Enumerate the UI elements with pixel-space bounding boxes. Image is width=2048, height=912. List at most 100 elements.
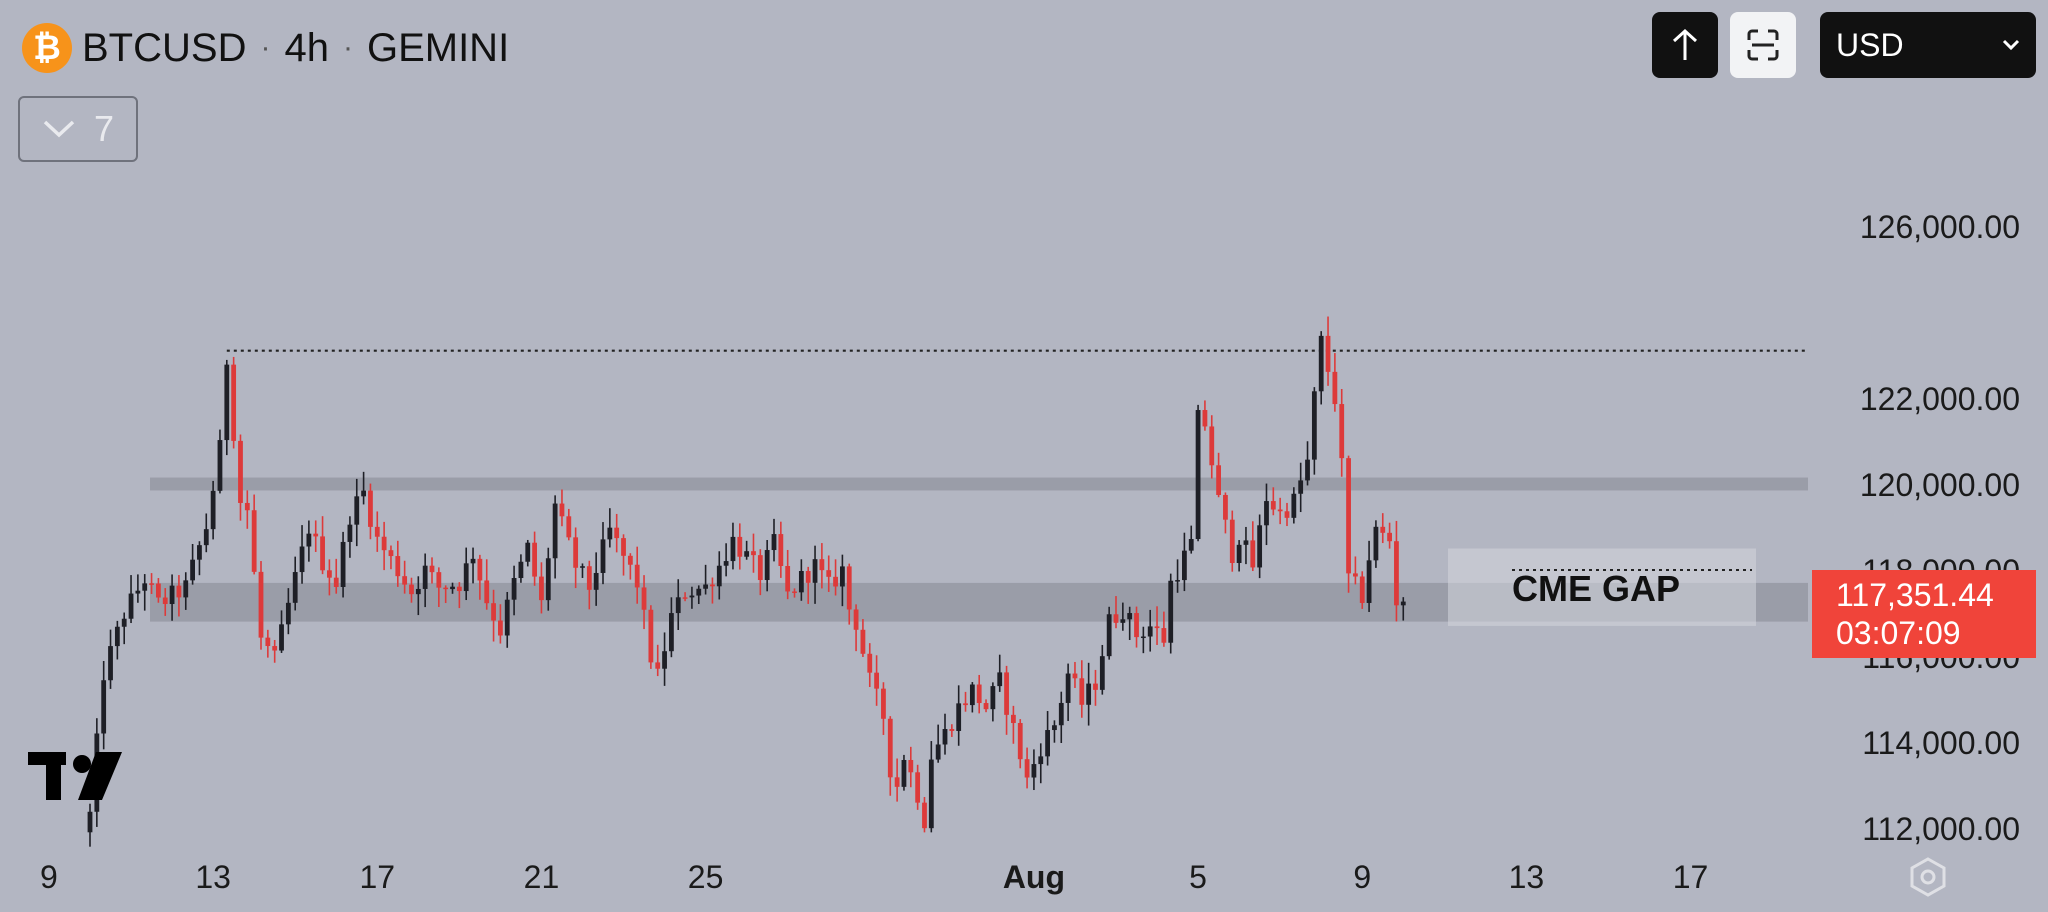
- candle: [1209, 415, 1215, 479]
- candle-body: [333, 577, 339, 587]
- candle: [1250, 521, 1256, 572]
- candle-body: [1052, 725, 1057, 731]
- candle: [881, 682, 886, 735]
- candle: [1072, 661, 1078, 688]
- settings-icon[interactable]: [1907, 856, 1949, 898]
- indicators-toggle-button[interactable]: 7: [18, 96, 138, 162]
- candle-countdown: 03:07:09: [1836, 615, 1961, 651]
- candle: [368, 483, 373, 540]
- candle: [429, 557, 435, 584]
- cme-gap-layer: CME GAP: [1512, 568, 1680, 609]
- x-axis: 9 13 17 21 25 Aug 5 9 13 17: [40, 859, 1708, 895]
- candle-body: [156, 583, 161, 598]
- candle: [1257, 514, 1263, 579]
- candle-body: [771, 534, 777, 551]
- candle: [566, 508, 572, 541]
- candle-body: [716, 565, 722, 587]
- fullscreen-button[interactable]: [1730, 12, 1796, 78]
- candle-body: [1182, 550, 1187, 581]
- candle: [518, 554, 524, 583]
- candle: [1229, 510, 1235, 572]
- candle: [935, 724, 941, 763]
- candle-body: [867, 653, 873, 673]
- candle: [1339, 389, 1345, 477]
- candle-body: [798, 571, 804, 593]
- candle: [593, 552, 599, 606]
- indicators-count: 7: [93, 108, 115, 149]
- candle: [942, 713, 948, 755]
- cme-gap-box: [1448, 548, 1756, 626]
- candle-body: [313, 533, 319, 537]
- candle: [696, 585, 702, 605]
- candle: [279, 610, 284, 653]
- currency-select[interactable]: USD: [1820, 12, 2036, 78]
- candle-body: [265, 637, 271, 647]
- candle: [1017, 719, 1023, 769]
- separator-dot: ·: [342, 31, 353, 64]
- candle-body: [1264, 501, 1269, 526]
- candle: [231, 356, 237, 449]
- candle: [210, 480, 216, 540]
- share-button[interactable]: [1652, 12, 1718, 78]
- x-tick-label: 9: [40, 859, 58, 895]
- candle: [689, 586, 695, 609]
- candle-body: [1311, 391, 1317, 460]
- candle: [737, 523, 743, 570]
- candle-body: [723, 561, 729, 566]
- candle-body: [744, 551, 750, 557]
- candle: [586, 560, 592, 610]
- candle-body: [887, 718, 893, 778]
- candle: [833, 559, 838, 596]
- candle: [258, 561, 264, 650]
- candle: [1264, 483, 1269, 546]
- candle-body: [969, 684, 975, 706]
- candle: [142, 574, 148, 611]
- candle: [915, 764, 921, 810]
- candle: [901, 754, 907, 791]
- candle: [135, 574, 141, 603]
- symbol-label[interactable]: BTCUSD: [82, 25, 247, 70]
- candle: [101, 660, 107, 750]
- candle: [894, 758, 900, 802]
- candle: [840, 554, 845, 607]
- candle: [710, 577, 715, 604]
- interval-label[interactable]: 4h: [284, 25, 329, 70]
- candle: [716, 551, 722, 600]
- candle-body: [203, 529, 209, 546]
- candle-body: [1339, 404, 1345, 459]
- candle: [498, 604, 503, 644]
- candle-body: [956, 703, 962, 731]
- candle: [1106, 606, 1112, 660]
- candle: [176, 575, 182, 617]
- candle-body: [1093, 683, 1098, 690]
- candle: [340, 531, 346, 598]
- cme-gap-label: CME GAP: [1512, 568, 1680, 609]
- candle-body: [135, 590, 141, 594]
- candles-layer: [87, 316, 1406, 847]
- candle-body: [231, 364, 237, 441]
- candle-body: [1243, 540, 1249, 545]
- candle: [969, 682, 975, 713]
- candle: [922, 796, 927, 833]
- y-tick-label: 114,000.00: [1862, 725, 2020, 761]
- candle: [785, 549, 791, 600]
- candle: [1011, 705, 1016, 744]
- last-price-value: 117,351.44: [1836, 577, 1994, 613]
- candle-body: [928, 759, 934, 829]
- candle-body: [409, 584, 414, 595]
- candle-body: [826, 570, 832, 577]
- candle-body: [792, 591, 797, 593]
- candle-body: [935, 744, 941, 760]
- candle: [395, 540, 401, 587]
- lines-layer: [226, 349, 1808, 571]
- candle: [819, 543, 825, 589]
- candle-body: [1004, 672, 1009, 715]
- candle-body: [463, 563, 469, 592]
- candle-body: [1113, 614, 1119, 623]
- candle: [381, 521, 387, 571]
- candle-body: [340, 541, 346, 587]
- candle-body: [922, 802, 927, 829]
- chevron-down-icon: [2002, 39, 2020, 51]
- candle: [87, 803, 93, 847]
